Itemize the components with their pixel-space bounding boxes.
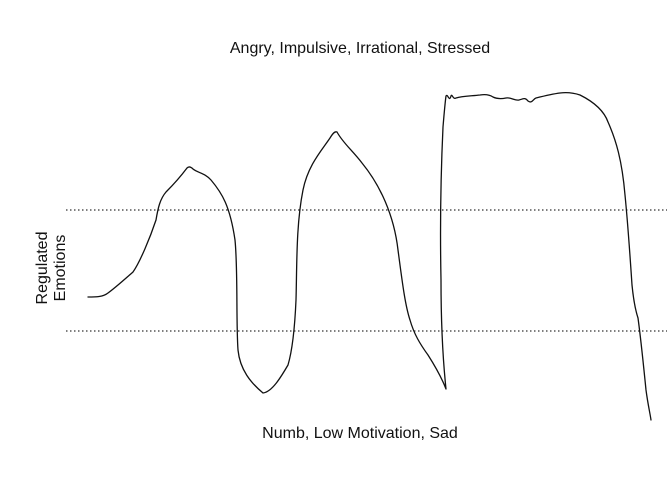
regulated-zone-label-line2: Emotions (52, 234, 69, 302)
emotion-wave-line (87, 91, 652, 421)
top-zone-label: Angry, Impulsive, Irrational, Stressed (229, 40, 491, 57)
regulated-zone-label: Regulated Emotions (34, 232, 70, 305)
bottom-zone-label: Numb, Low Motivation, Sad (262, 425, 458, 442)
regulated-zone-label-line1: Regulated (34, 231, 51, 305)
